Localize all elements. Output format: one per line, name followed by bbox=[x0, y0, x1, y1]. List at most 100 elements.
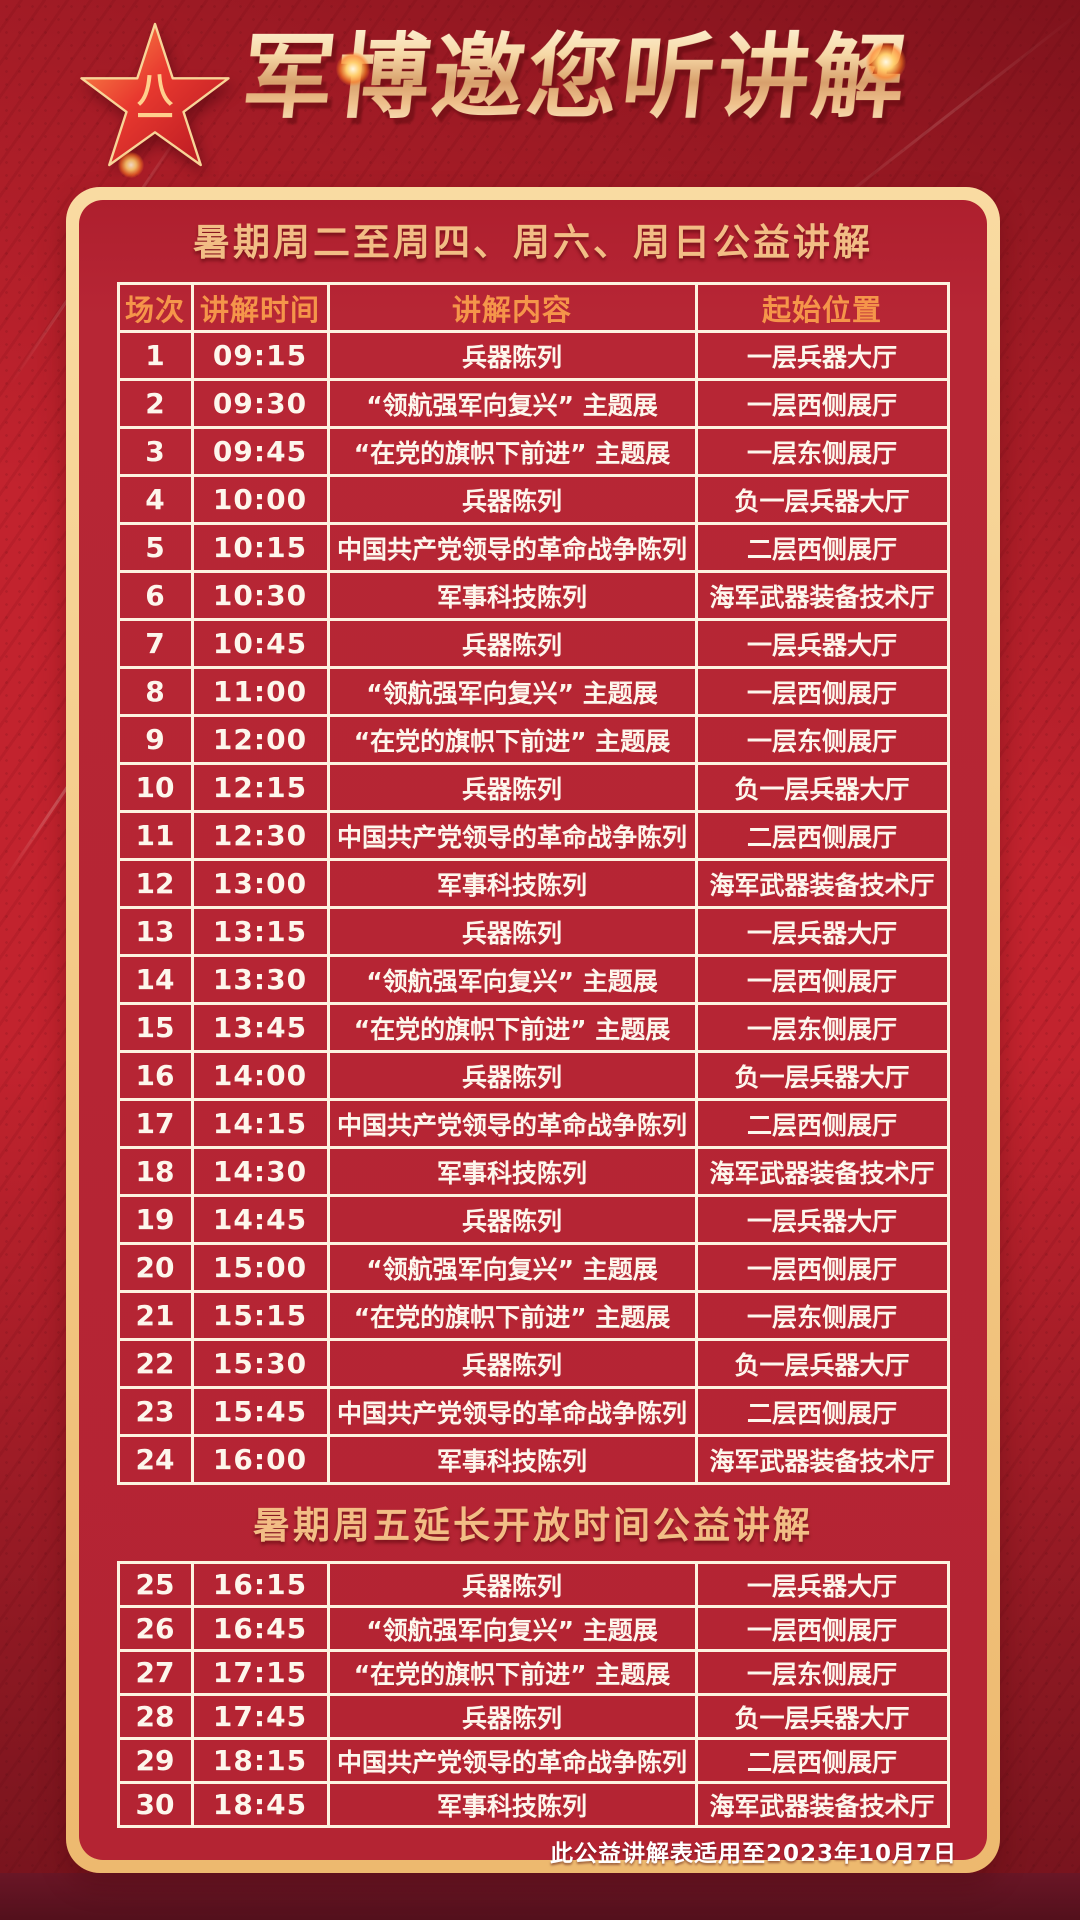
session-number: 28 bbox=[116, 1693, 194, 1740]
schedule-row: 5 10:15 中国共产党领导的革命战争陈列 二层西侧展厅 bbox=[116, 522, 950, 573]
session-location: 一层兵器大厅 bbox=[694, 906, 950, 957]
schedule-row: 15 13:45 “在党的旗帜下前进” 主题展 一层东侧展厅 bbox=[116, 1002, 950, 1053]
session-time: 15:30 bbox=[190, 1338, 330, 1389]
session-content: 兵器陈列 bbox=[326, 474, 698, 525]
session-number: 24 bbox=[116, 1434, 194, 1485]
session-number: 9 bbox=[116, 714, 194, 765]
session-content: “领航强军向复兴” 主题展 bbox=[326, 378, 698, 429]
session-content: 兵器陈列 bbox=[326, 1693, 698, 1740]
session-content: “在党的旗帜下前进” 主题展 bbox=[326, 1290, 698, 1341]
schedule-row: 18 14:30 军事科技陈列 海军武器装备技术厅 bbox=[116, 1146, 950, 1197]
sparkle-icon bbox=[866, 42, 906, 82]
session-location: 海军武器装备技术厅 bbox=[694, 858, 950, 909]
session-time: 10:00 bbox=[190, 474, 330, 525]
session-content: 军事科技陈列 bbox=[326, 1146, 698, 1197]
session-number: 4 bbox=[116, 474, 194, 525]
session-number: 29 bbox=[116, 1737, 194, 1784]
session-location: 海军武器装备技术厅 bbox=[694, 1146, 950, 1197]
schedule-row: 8 11:00 “领航强军向复兴” 主题展 一层西侧展厅 bbox=[116, 666, 950, 717]
schedule-panel: 暑期周二至周四、周六、周日公益讲解 场次 讲解时间 讲解内容 起始位置 1 09:… bbox=[79, 200, 987, 1867]
session-location: 二层西侧展厅 bbox=[694, 1737, 950, 1784]
session-location: 一层东侧展厅 bbox=[694, 1649, 950, 1696]
poster-title: 军博邀您听讲解 bbox=[200, 24, 951, 131]
session-time: 14:00 bbox=[190, 1050, 330, 1101]
session-time: 10:15 bbox=[190, 522, 330, 573]
session-time: 09:30 bbox=[190, 378, 330, 429]
session-location: 负一层兵器大厅 bbox=[694, 1693, 950, 1740]
session-location: 海军武器装备技术厅 bbox=[694, 1781, 950, 1828]
session-content: 兵器陈列 bbox=[326, 906, 698, 957]
session-time: 17:45 bbox=[190, 1693, 330, 1740]
schedule-table-weekdays: 场次 讲解时间 讲解内容 起始位置 1 09:15 兵器陈列 一层兵器大厅 2 09:30… bbox=[116, 282, 950, 1485]
schedule-row: 24 16:00 军事科技陈列 海军武器装备技术厅 bbox=[116, 1434, 950, 1485]
session-number: 12 bbox=[116, 858, 194, 909]
session-number: 16 bbox=[116, 1050, 194, 1101]
session-number: 8 bbox=[116, 666, 194, 717]
session-location: 一层西侧展厅 bbox=[694, 666, 950, 717]
schedule-row: 2 09:30 “领航强军向复兴” 主题展 一层西侧展厅 bbox=[116, 378, 950, 429]
validity-note: 此公益讲解表适用至2023年10月7日 bbox=[549, 1841, 957, 1867]
session-location: 一层西侧展厅 bbox=[694, 1242, 950, 1293]
schedule-row: 21 15:15 “在党的旗帜下前进” 主题展 一层东侧展厅 bbox=[116, 1290, 950, 1341]
schedule-row: 26 16:45 “领航强军向复兴” 主题展 一层西侧展厅 bbox=[116, 1605, 950, 1652]
session-location: 负一层兵器大厅 bbox=[694, 1050, 950, 1101]
session-location: 一层西侧展厅 bbox=[694, 954, 950, 1005]
sparkle-icon bbox=[336, 52, 370, 86]
session-location: 一层兵器大厅 bbox=[694, 330, 950, 381]
session-location: 二层西侧展厅 bbox=[694, 1098, 950, 1149]
session-time: 14:15 bbox=[190, 1098, 330, 1149]
session-number: 15 bbox=[116, 1002, 194, 1053]
schedule-row: 27 17:15 “在党的旗帜下前进” 主题展 一层东侧展厅 bbox=[116, 1649, 950, 1696]
session-time: 09:15 bbox=[190, 330, 330, 381]
schedule-row: 14 13:30 “领航强军向复兴” 主题展 一层西侧展厅 bbox=[116, 954, 950, 1005]
schedule-panel-frame: 暑期周二至周四、周六、周日公益讲解 场次 讲解时间 讲解内容 起始位置 1 09:… bbox=[66, 187, 1000, 1873]
session-content: “领航强军向复兴” 主题展 bbox=[326, 666, 698, 717]
section2-title: 暑期周五延长开放时间公益讲解 bbox=[253, 1504, 813, 1547]
column-header-time: 讲解时间 bbox=[190, 282, 330, 333]
session-time: 12:00 bbox=[190, 714, 330, 765]
session-number: 3 bbox=[116, 426, 194, 477]
session-time: 12:30 bbox=[190, 810, 330, 861]
session-content: 军事科技陈列 bbox=[326, 1434, 698, 1485]
session-location: 海军武器装备技术厅 bbox=[694, 1434, 950, 1485]
schedule-row: 19 14:45 兵器陈列 一层兵器大厅 bbox=[116, 1194, 950, 1245]
star-icon: 八 一 bbox=[80, 22, 230, 167]
schedule-row: 30 18:45 军事科技陈列 海军武器装备技术厅 bbox=[116, 1781, 950, 1828]
session-content: “领航强军向复兴” 主题展 bbox=[326, 1242, 698, 1293]
schedule-row: 3 09:45 “在党的旗帜下前进” 主题展 一层东侧展厅 bbox=[116, 426, 950, 477]
section1-title: 暑期周二至周四、周六、周日公益讲解 bbox=[193, 221, 873, 264]
schedule-table-friday: 25 16:15 兵器陈列 一层兵器大厅 26 16:45 “领航强军向复兴” 主题展 一层西… bbox=[116, 1561, 950, 1828]
session-time: 16:00 bbox=[190, 1434, 330, 1485]
session-time: 17:15 bbox=[190, 1649, 330, 1696]
session-content: 兵器陈列 bbox=[326, 330, 698, 381]
column-header-session: 场次 bbox=[116, 282, 194, 333]
session-time: 16:45 bbox=[190, 1605, 330, 1652]
session-content: 中国共产党领导的革命战争陈列 bbox=[326, 810, 698, 861]
session-time: 13:00 bbox=[190, 858, 330, 909]
schedule-header-row: 场次 讲解时间 讲解内容 起始位置 bbox=[116, 282, 950, 333]
session-time: 13:15 bbox=[190, 906, 330, 957]
session-time: 09:45 bbox=[190, 426, 330, 477]
session-number: 30 bbox=[116, 1781, 194, 1828]
session-time: 18:15 bbox=[190, 1737, 330, 1784]
session-number: 14 bbox=[116, 954, 194, 1005]
session-time: 16:15 bbox=[190, 1561, 330, 1608]
session-content: 兵器陈列 bbox=[326, 1050, 698, 1101]
session-location: 海军武器装备技术厅 bbox=[694, 570, 950, 621]
schedule-row: 6 10:30 军事科技陈列 海军武器装备技术厅 bbox=[116, 570, 950, 621]
session-content: “领航强军向复兴” 主题展 bbox=[326, 954, 698, 1005]
session-location: 一层东侧展厅 bbox=[694, 426, 950, 477]
star-emblem-text-bottom: 一 bbox=[137, 97, 173, 138]
schedule-row: 16 14:00 兵器陈列 负一层兵器大厅 bbox=[116, 1050, 950, 1101]
session-number: 17 bbox=[116, 1098, 194, 1149]
session-location: 一层西侧展厅 bbox=[694, 1605, 950, 1652]
session-number: 26 bbox=[116, 1605, 194, 1652]
session-number: 20 bbox=[116, 1242, 194, 1293]
session-time: 13:30 bbox=[190, 954, 330, 1005]
session-location: 负一层兵器大厅 bbox=[694, 762, 950, 813]
session-number: 2 bbox=[116, 378, 194, 429]
session-number: 5 bbox=[116, 522, 194, 573]
session-time: 11:00 bbox=[190, 666, 330, 717]
session-time: 14:45 bbox=[190, 1194, 330, 1245]
session-content: 兵器陈列 bbox=[326, 1338, 698, 1389]
